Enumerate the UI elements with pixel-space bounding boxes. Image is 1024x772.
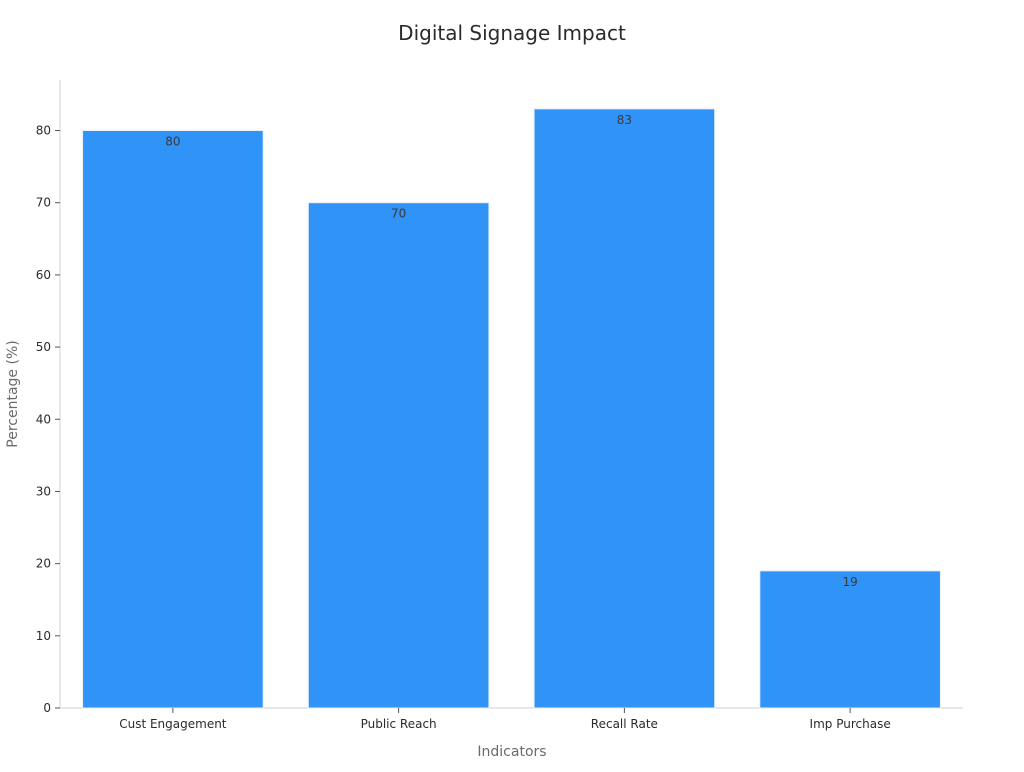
x-tick-label: Recall Rate	[591, 717, 658, 731]
data-label: 80	[165, 135, 180, 149]
y-tick-label: 40	[36, 412, 51, 426]
plot-area: 0 10 20 30 40 50 60 70 80 80 Cust Engagement 70 Publ…	[36, 80, 963, 731]
y-tick-label: 70	[36, 196, 51, 210]
data-label: 70	[391, 207, 406, 221]
y-tick-label: 10	[36, 629, 51, 643]
y-tick-label: 60	[36, 268, 51, 282]
bar-public-reach	[307, 202, 490, 709]
y-tick-label: 30	[36, 484, 51, 498]
x-tick-label: Cust Engagement	[119, 717, 227, 731]
y-tick-label: 0	[43, 701, 51, 715]
y-axis-title: Percentage (%)	[5, 340, 21, 447]
x-tick-label: Public Reach	[361, 717, 437, 731]
chart-title: Digital Signage Impact	[398, 21, 626, 45]
x-tick-label: Imp Purchase	[810, 717, 891, 731]
bar-cust-engagement	[82, 130, 264, 709]
y-tick-label: 50	[36, 340, 51, 354]
y-tick-label: 80	[36, 124, 51, 138]
x-axis-title: Indicators	[477, 744, 546, 760]
bar-recall-rate	[533, 108, 716, 709]
y-tick-label: 20	[36, 557, 51, 571]
bar-imp-purchase	[759, 570, 941, 709]
data-label: 83	[617, 113, 632, 127]
data-label: 19	[842, 575, 857, 589]
